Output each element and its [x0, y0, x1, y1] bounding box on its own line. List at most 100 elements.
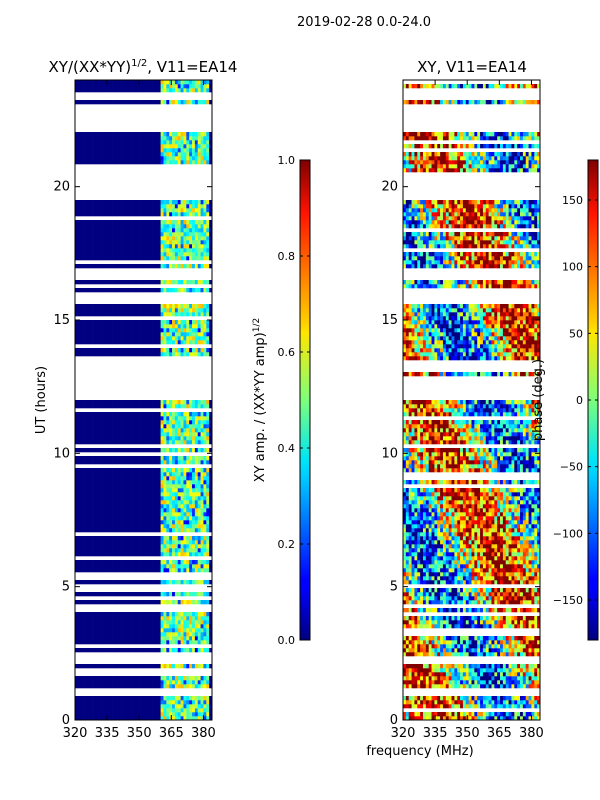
heatmap-cell — [106, 696, 110, 701]
heatmap-cell — [172, 432, 176, 437]
heatmap-cell — [126, 664, 130, 669]
heatmap-cell — [177, 536, 181, 541]
heatmap-cell — [120, 148, 124, 153]
heatmap-cell — [114, 132, 119, 137]
heatmap-cell — [149, 136, 153, 141]
heatmap-cell — [100, 220, 104, 225]
heatmap-cell — [83, 208, 87, 213]
heatmap-cell — [77, 132, 81, 137]
heatmap-cell — [203, 684, 207, 689]
heatmap-cell — [92, 472, 96, 477]
heatmap-cell — [86, 548, 90, 553]
heatmap-cell — [200, 564, 204, 569]
heatmap-cell — [177, 228, 181, 233]
heatmap-cell — [149, 328, 153, 333]
heatmap-cell — [209, 352, 213, 357]
heatmap-cell — [209, 492, 213, 497]
heatmap-cell — [154, 256, 159, 261]
heatmap-cell — [189, 640, 193, 645]
heatmap-cell — [129, 264, 133, 269]
heatmap-cell — [117, 204, 121, 209]
heatmap-cell — [94, 332, 99, 337]
heatmap-cell — [186, 224, 190, 229]
heatmap-cell — [203, 424, 207, 429]
heatmap-cell — [146, 440, 150, 445]
heatmap-cell — [177, 704, 181, 709]
heatmap-cell — [206, 448, 210, 453]
heatmap-cell — [180, 568, 184, 573]
heatmap-cell — [112, 80, 116, 85]
heatmap-cell — [94, 348, 99, 353]
heatmap-cell — [132, 620, 136, 625]
heatmap-cell — [92, 632, 96, 637]
heatmap-cell — [206, 212, 210, 217]
heatmap-cell — [75, 312, 79, 317]
heatmap-cell — [146, 200, 150, 205]
heatmap-cell — [89, 288, 93, 293]
heatmap-cell — [143, 440, 147, 445]
heatmap-cell — [152, 676, 156, 681]
heatmap-cell — [186, 480, 190, 485]
heatmap-cell — [152, 620, 156, 625]
heatmap-cell — [174, 524, 179, 529]
heatmap-cell — [166, 160, 170, 165]
heatmap-cell — [123, 424, 127, 429]
heatmap-cell — [160, 428, 164, 433]
heatmap-cell — [103, 456, 107, 461]
heatmap-cell — [154, 564, 159, 569]
heatmap-cell — [100, 708, 104, 713]
heatmap-cell — [177, 480, 181, 485]
heatmap-cell — [420, 712, 424, 717]
heatmap-cell — [75, 716, 79, 721]
heatmap-cell — [160, 420, 164, 425]
heatmap-cell — [197, 256, 201, 261]
heatmap-cell — [154, 328, 159, 333]
heatmap-cell — [209, 252, 213, 257]
heatmap-cell — [206, 204, 210, 209]
heatmap-cell — [132, 340, 136, 345]
heatmap-cell — [200, 336, 204, 341]
heatmap-cell — [157, 204, 161, 209]
heatmap-cell — [100, 440, 104, 445]
heatmap-cell — [89, 560, 93, 565]
heatmap-cell — [189, 328, 193, 333]
heatmap-cell — [100, 548, 104, 553]
heatmap-cell — [157, 324, 161, 329]
heatmap-cell — [445, 700, 449, 705]
heatmap-cell — [192, 664, 196, 669]
heatmap-cell — [157, 512, 161, 517]
y-tick-label: 10 — [53, 446, 70, 461]
heatmap-cell — [80, 520, 84, 525]
heatmap-cell — [83, 404, 87, 409]
heatmap-cell — [183, 156, 187, 161]
heatmap-cell — [177, 416, 181, 421]
heatmap-cell — [189, 440, 193, 445]
heatmap-cell — [534, 704, 538, 709]
heatmap-cell — [169, 636, 173, 641]
heatmap-cell — [123, 488, 127, 493]
heatmap-cell — [149, 80, 153, 85]
heatmap-cell — [129, 228, 133, 233]
heatmap-cell — [163, 492, 167, 497]
heatmap-cell — [80, 204, 84, 209]
heatmap-cell — [152, 552, 156, 557]
heatmap-cell — [200, 648, 204, 653]
heatmap-cell — [94, 236, 99, 241]
heatmap-cell — [89, 476, 93, 481]
heatmap-cell — [86, 680, 90, 685]
heatmap-cell — [109, 524, 113, 529]
heatmap-cell — [157, 648, 161, 653]
heatmap-cell — [163, 100, 167, 105]
heatmap-cell — [89, 148, 93, 153]
heatmap-cell — [203, 228, 207, 233]
heatmap-cell — [123, 308, 127, 313]
heatmap-cell — [83, 528, 87, 533]
heatmap-cell — [143, 712, 147, 717]
heatmap-cell — [126, 88, 130, 93]
heatmap-cell — [126, 684, 130, 689]
heatmap-cell — [132, 468, 136, 473]
heatmap-cell — [166, 208, 170, 213]
heatmap-cell — [137, 204, 141, 209]
heatmap-cell — [200, 480, 204, 485]
heatmap-cell — [154, 340, 159, 345]
